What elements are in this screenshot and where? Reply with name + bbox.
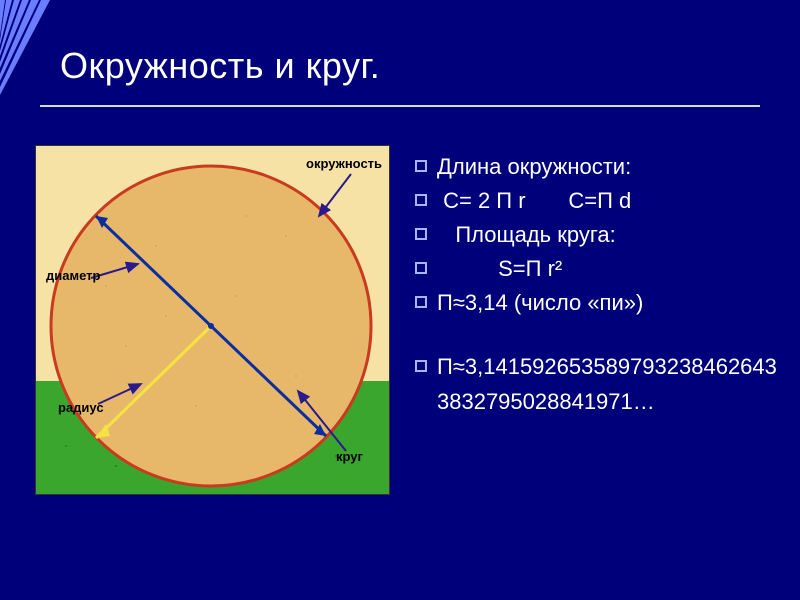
bullet-marker-icon <box>415 194 427 206</box>
bullet-text: П≈3,141592653589793238462643383279502884… <box>437 350 785 418</box>
title-rule <box>40 105 760 107</box>
circle-diagram: окружность диаметр радиус круг <box>35 145 390 495</box>
bullet-marker-icon <box>415 262 427 274</box>
label-circumference: окружность <box>306 156 382 171</box>
bullet-item: C= 2 П r C=П d <box>415 184 785 218</box>
bullet-item: Длина окружности: <box>415 150 785 184</box>
label-diameter: диаметр <box>46 268 100 283</box>
bullet-item: S=П r² <box>415 252 785 286</box>
bullet-text: П≈3,14 (число «пи») <box>437 286 785 320</box>
bullet-text: S=П r² <box>437 252 785 286</box>
slide-title: Окружность и круг. <box>60 45 380 87</box>
bullet-item: П≈3,141592653589793238462643383279502884… <box>415 350 785 418</box>
bullet-marker-icon <box>415 160 427 172</box>
bullet-marker-icon <box>415 360 427 372</box>
label-radius: радиус <box>58 400 104 415</box>
label-disk: круг <box>336 449 363 464</box>
bullet-text: C= 2 П r C=П d <box>437 184 785 218</box>
bullet-text: Длина окружности: <box>437 150 785 184</box>
bullet-marker-icon <box>415 296 427 308</box>
bullet-item: П≈3,14 (число «пи») <box>415 286 785 320</box>
bullet-list: Длина окружности: C= 2 П r C=П d Площадь… <box>415 150 785 419</box>
bullet-text: Площадь круга: <box>437 218 785 252</box>
bullet-item: Площадь круга: <box>415 218 785 252</box>
bullet-marker-icon <box>415 228 427 240</box>
